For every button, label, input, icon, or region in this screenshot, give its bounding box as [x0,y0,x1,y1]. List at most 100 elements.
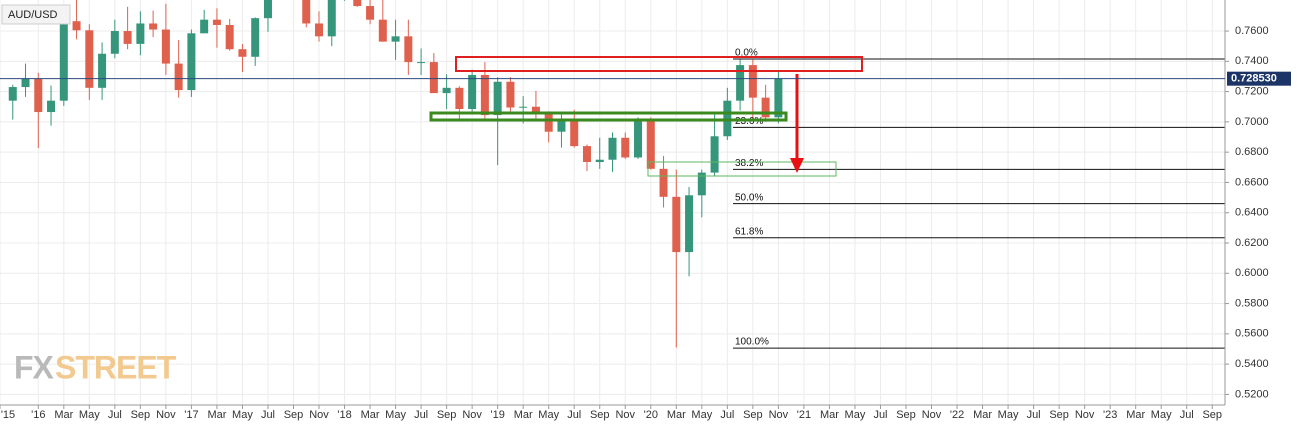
x-tick-label: Jul [567,409,581,421]
x-tick-label: Nov [922,409,942,421]
candle-body [263,0,272,19]
x-tick-label: '22 [950,409,964,421]
x-tick-label: May [385,409,406,421]
watermark: FX STREET [14,349,178,385]
candle-body [570,118,579,147]
candle-body [723,100,732,137]
candle-body [468,74,477,110]
current-price-box [1227,71,1291,86]
candle-body [582,146,591,162]
candle-body [327,0,336,37]
candle-body [646,119,655,169]
candle-body [391,36,400,42]
candle-body [761,97,770,118]
candle-body [378,19,387,42]
fib-label: 61.8% [735,226,763,237]
grid [0,0,1225,405]
x-tick-label: '21 [797,409,811,421]
candle-body [506,81,515,108]
candle-body [47,100,56,113]
fibonacci: 0.0%23.6%38.2%50.0%61.8%100.0% [733,48,1225,349]
candle-body [404,36,413,63]
x-tick-label: May [232,409,253,421]
y-tick-label: 0.7400 [1235,55,1269,67]
x-tick-label: May [845,409,866,421]
x-tick-label: Nov [769,409,789,421]
arrow-head [790,158,804,173]
plot-area: FX STREET 0.0%23.6%38.2%50.0%61.8%100.0% [8,0,1225,385]
candle-body [544,113,553,132]
x-tick-label: May [998,409,1019,421]
x-tick-label: '17 [184,409,198,421]
candle-body [659,168,668,197]
x-tick-label: Sep [590,409,610,421]
candle-body [174,63,183,91]
x-tick-label: '19 [490,409,504,421]
x-tick-label: May [691,409,712,421]
x-tick-label: Sep [896,409,916,421]
candle-body [8,87,17,101]
x-tick-label: Nov [156,409,176,421]
candle-body [736,65,745,101]
x-tick-label: Mar [1126,409,1145,421]
candle-body [21,78,30,88]
watermark-street: STREET [55,349,177,385]
x-tick-label: Jul [720,409,734,421]
x-tick-label: Sep [1049,409,1069,421]
x-tick-label: Mar [973,409,992,421]
fib-label: 50.0% [735,192,763,203]
x-tick-label: Mar [514,409,533,421]
x-tick-label: Nov [615,409,635,421]
support-box [429,111,788,122]
x-tick-label: Mar [54,409,73,421]
candle-body [161,29,170,64]
candle-body [429,62,438,94]
candle-body [72,21,81,31]
x-tick-label: Sep [1202,409,1222,421]
candle-body [34,78,43,113]
y-tick-label: 0.6600 [1235,176,1269,188]
x-tick-label: '20 [644,409,658,421]
candle-body [531,106,540,114]
candle-body [85,30,94,88]
axes: 0.5200 0.5400 0.5600 0.5800 0.6000 0.6200 0.64… [0,25,1269,421]
fib-label: 100.0% [735,337,769,348]
y-tick-label: 0.5800 [1235,297,1269,309]
x-tick-label: '16 [31,409,45,421]
x-tick-label: Jul [1027,409,1041,421]
x-tick-label: May [1151,409,1172,421]
candle-body [697,172,706,196]
current-price-label: 0.728530 [1231,73,1277,85]
x-tick-label: '18 [337,409,351,421]
y-tick-label: 0.6800 [1235,146,1269,158]
candle-body [366,6,375,20]
candle-body [710,136,719,173]
candle-body [353,0,362,7]
y-tick-label: 0.7600 [1235,25,1269,37]
x-tick-label: Mar [361,409,380,421]
x-tick-label: Jul [108,409,122,421]
x-tick-label: Mar [667,409,686,421]
y-tick-label: 0.5400 [1235,358,1269,370]
candle-body [493,81,502,116]
candle-body [302,0,311,24]
candle-body [110,31,119,54]
candle-body [519,106,528,108]
fib-label: 0.0% [735,48,758,59]
candle-body [557,118,566,132]
chart-title: AUD/USD [8,9,58,21]
x-tick-label: May [79,409,100,421]
candle-body [455,87,464,110]
candle-body [187,33,196,91]
y-tick-label: 0.5600 [1235,328,1269,340]
candle-body [672,196,681,253]
resistance-box [455,56,863,72]
candle-body [251,18,260,57]
y-tick-label: 0.6200 [1235,237,1269,249]
fib-label: 38.2% [735,158,763,169]
x-tick-label: Sep [131,409,151,421]
candle-body [59,21,68,101]
watermark-fx: FX [14,349,55,385]
candle-body [123,31,132,44]
candle-body [608,137,617,160]
